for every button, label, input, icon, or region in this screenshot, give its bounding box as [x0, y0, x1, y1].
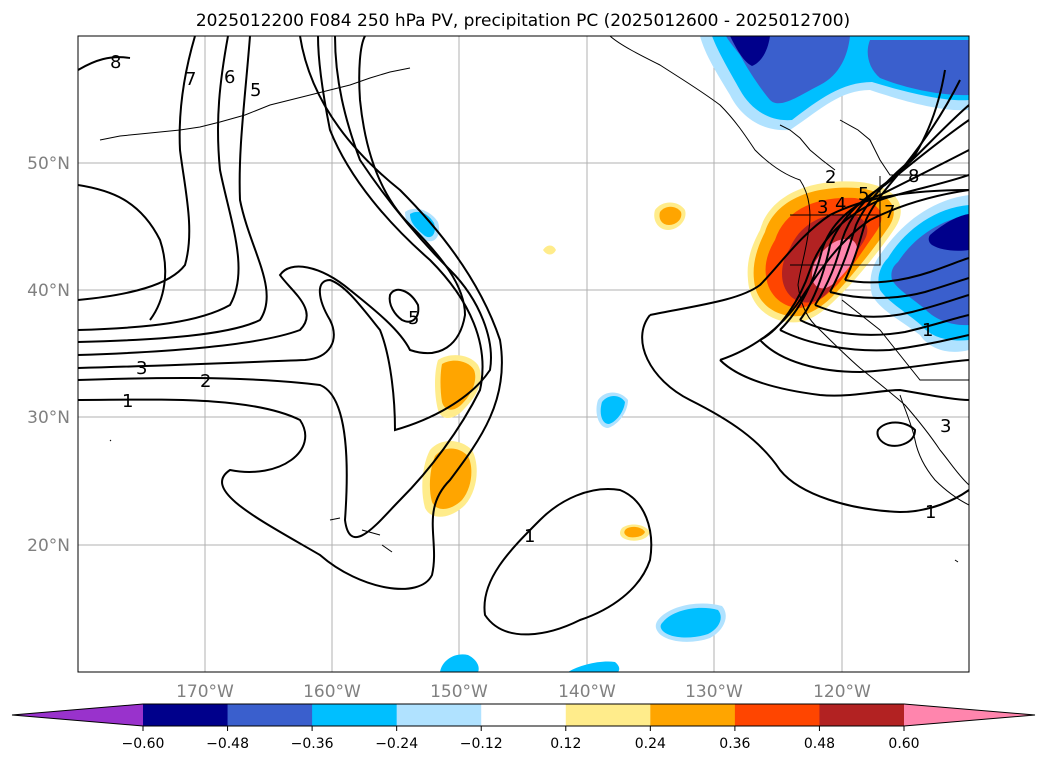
pv-contour-6 [78, 36, 240, 331]
contour-label: 7 [884, 202, 895, 223]
lon-labels: 170°W 160°W 150°W 140°W 130°W 120°W [176, 682, 871, 702]
pv-contour-8c [844, 69, 946, 281]
colorbar-tick-label: 0.60 [888, 736, 919, 752]
lat-label: 20°N [27, 536, 70, 556]
pv-contour-3b [759, 174, 969, 341]
colorbar-tick-label: 0.48 [804, 736, 835, 752]
colorbar-segment [312, 704, 398, 726]
contour-label: 2 [200, 371, 211, 392]
pv-contour-6c [814, 294, 969, 318]
contour-label: 1 [524, 526, 535, 547]
plot-frame [77, 35, 970, 673]
contour-label: 1 [122, 391, 133, 412]
pv-contour-2c [719, 359, 969, 401]
colorbar-extend-min [12, 704, 143, 726]
colorbar-segment [481, 704, 567, 726]
pv-contour-4c [779, 329, 969, 352]
colorbar-tick-label: −0.48 [206, 736, 249, 752]
contour-label: 5 [250, 80, 261, 101]
colorbar-tick-label: −0.12 [460, 736, 503, 752]
colorbar-segment [650, 704, 736, 726]
lon-label: 160°W [303, 682, 361, 702]
contour-label: 2 [825, 167, 836, 188]
lon-label: 170°W [176, 682, 234, 702]
pv-contour-5 [78, 36, 268, 343]
colorbar-tick-label: 0.36 [719, 736, 750, 752]
pv-contour-2 [78, 36, 484, 538]
contour-label: 1 [925, 502, 936, 523]
lon-label: 140°W [558, 682, 616, 702]
colorbar-tick-label: −0.36 [291, 736, 334, 752]
contour-label: 8 [110, 52, 121, 73]
contour-label: 1 [922, 320, 933, 341]
pv-contour-4b [779, 149, 969, 331]
lat-label: 40°N [27, 281, 70, 301]
pv-contour-7b [829, 79, 961, 293]
colorbar-tick-label: −0.24 [375, 736, 418, 752]
colorbar-tick-label: −0.60 [122, 736, 165, 752]
lat-label: 30°N [27, 408, 70, 428]
pv-contour-3c [759, 339, 969, 374]
contour-label: 8 [908, 166, 919, 187]
pv-contour-5c [799, 119, 969, 321]
plot-area [78, 36, 969, 672]
pv-contour-1b [483, 488, 653, 636]
pv-contour-5b [388, 288, 420, 323]
pv-contour-1c [649, 189, 969, 316]
colorbar-segment [565, 704, 651, 726]
lat-labels: 50°N 40°N 30°N 20°N [27, 154, 70, 556]
contour-label: 7 [185, 69, 196, 90]
pv-contour-6b [814, 104, 969, 306]
pv-contour-8d [844, 257, 969, 284]
lon-label: 120°W [813, 682, 871, 702]
colorbar-extend-max [904, 704, 1035, 726]
pv-contour-7c [829, 277, 969, 299]
colorbar-segment [819, 704, 905, 726]
contour-label: 3 [817, 197, 828, 218]
colorbar-segment [734, 704, 820, 726]
pv-contour-5d [799, 314, 969, 336]
pv-contours [78, 36, 969, 636]
lon-label: 150°W [430, 682, 488, 702]
contour-label: 3 [136, 358, 147, 379]
contour-label: 6 [224, 67, 235, 88]
lon-label: 130°W [685, 682, 743, 702]
precip-negative-alaska [700, 36, 969, 131]
pv-contour-8b [78, 184, 167, 321]
pv-contour-8 [78, 56, 131, 71]
map-title: 2025012200 F084 250 hPa PV, precipitatio… [196, 11, 850, 31]
contour-label: 5 [858, 184, 869, 205]
pv-contour-2d [876, 421, 917, 447]
colorbar: −0.60 −0.48 −0.36 −0.24 −0.12 0.12 0.24 0.36 0.4… [11, 703, 1036, 752]
contour-label: 5 [408, 308, 419, 329]
contour-labels: 8 7 6 5 3 2 1 5 1 1 2 3 4 5 7 8 3 1 [110, 52, 951, 547]
colorbar-segment [143, 704, 229, 726]
precip-negative-west-us [870, 195, 969, 352]
lat-label: 50°N [27, 154, 70, 174]
colorbar-segment [227, 704, 313, 726]
contour-label: 3 [940, 416, 951, 437]
pv-contour-1 [78, 36, 503, 590]
contour-label: 4 [835, 194, 846, 215]
gridlines [78, 36, 969, 672]
colorbar-tick-label: 0.12 [550, 736, 581, 752]
pv-contour-1d [641, 314, 969, 514]
pv-contour-7 [78, 36, 196, 301]
colorbar-segment [396, 704, 482, 726]
pv-contour-4 [78, 36, 467, 356]
precip-small-patches [405, 202, 726, 672]
colorbar-tick-label: 0.24 [635, 736, 666, 752]
coastlines [99, 36, 969, 563]
